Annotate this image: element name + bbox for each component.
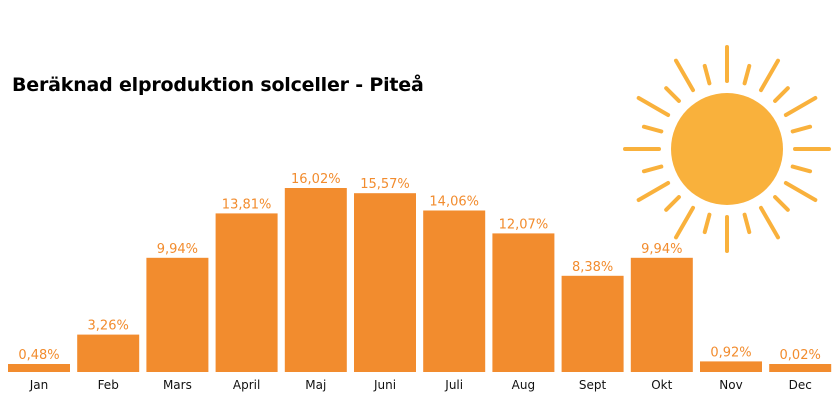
chart-title: Beräknad elproduktion solceller - Piteå [12, 74, 424, 96]
sun-ray [664, 86, 681, 103]
bar-april [215, 213, 278, 372]
sun-ray [759, 205, 780, 240]
category-label: Jan [29, 378, 49, 392]
category-label: Juni [373, 378, 396, 392]
bar-okt [630, 257, 693, 372]
category-label: April [233, 378, 260, 392]
category-label: Nov [719, 378, 742, 392]
value-labels-group: 0,48% 3,26% 9,94% 13,81% 16,02% 15,57% 14,06% 1… [18, 172, 821, 363]
value-label: 0,02% [780, 348, 821, 363]
value-label: 0,92% [710, 345, 751, 360]
sun-ray [702, 212, 712, 235]
value-label: 3,26% [88, 319, 129, 334]
category-label: Aug [512, 378, 535, 392]
bar-nov [700, 361, 762, 372]
bars-group [8, 188, 832, 372]
value-label: 12,07% [499, 217, 549, 232]
bar-feb [77, 334, 140, 372]
sun-ray [636, 181, 671, 202]
sun-icon [623, 45, 831, 253]
value-label: 16,02% [291, 172, 341, 187]
category-label: Okt [651, 378, 672, 392]
bar-jan [8, 364, 70, 372]
value-label: 9,94% [641, 242, 682, 257]
bar-aug [492, 233, 555, 372]
sun-ray [702, 63, 712, 86]
sun-ray [664, 195, 681, 212]
bar-mars [146, 257, 209, 372]
bar-sept [561, 275, 624, 372]
sun-ray [773, 86, 790, 103]
sun-ray [790, 124, 813, 134]
value-label: 0,48% [18, 348, 59, 363]
value-label: 13,81% [222, 197, 272, 212]
category-label: Sept [579, 378, 607, 392]
bar-maj [284, 188, 347, 372]
value-label: 14,06% [429, 195, 479, 210]
category-labels-group: Jan Feb Mars April Maj Juni Juli Aug Sept Okt Nov D… [29, 378, 812, 392]
value-label: 8,38% [572, 260, 613, 275]
sun-ray [783, 181, 818, 202]
sun-ray [790, 164, 813, 174]
category-label: Dec [789, 378, 812, 392]
sun-ray [636, 96, 671, 117]
category-label: Maj [305, 378, 326, 392]
sun-ray [641, 164, 664, 174]
category-label: Feb [98, 378, 119, 392]
sun-ray [783, 96, 818, 117]
bar-dec [769, 364, 832, 372]
sun-ray [641, 124, 664, 134]
bar-juni [354, 193, 416, 372]
category-label: Mars [163, 378, 192, 392]
sun-ray [674, 58, 695, 93]
value-label: 9,94% [157, 242, 198, 257]
sun-ray [674, 205, 695, 240]
sun-ray [742, 212, 752, 235]
sun-ray [773, 195, 790, 212]
category-label: Juli [444, 378, 463, 392]
value-label: 15,57% [360, 177, 410, 192]
sun-disc [671, 93, 783, 205]
sun-ray [759, 58, 780, 93]
bar-juli [423, 210, 486, 372]
sun-ray [742, 63, 752, 86]
